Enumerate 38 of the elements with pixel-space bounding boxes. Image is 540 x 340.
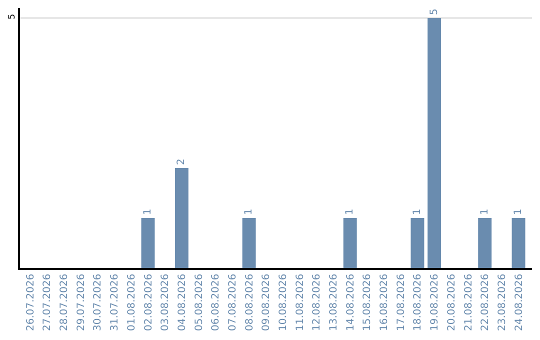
x-tick-label: 21.08.2026 xyxy=(463,274,474,332)
data-label: 1 xyxy=(479,208,490,215)
data-label: 5 xyxy=(428,8,440,15)
x-tick-label: 12.08.2026 xyxy=(312,274,323,332)
x-tick-label: 27.07.2026 xyxy=(42,274,54,332)
data-label: 1 xyxy=(344,208,356,215)
x-tick-label: 15.08.2026 xyxy=(362,274,374,332)
x-tick-label: 08.08.2026 xyxy=(244,274,256,332)
x-tick-label: 02.08.2026 xyxy=(143,274,154,332)
x-tick-label: 01.08.2026 xyxy=(126,274,138,332)
x-tick-label: 23.08.2026 xyxy=(496,274,508,332)
data-label: 2 xyxy=(176,158,188,165)
x-tick-label: 24.08.2026 xyxy=(514,274,525,332)
x-tick-label: 29.07.2026 xyxy=(76,274,87,332)
x-tick-label: 10.08.2026 xyxy=(278,274,289,332)
x-tick-label: 04.08.2026 xyxy=(176,274,188,332)
x-tick-label: 22.08.2026 xyxy=(480,274,492,332)
x-tick-label: 14.08.2026 xyxy=(345,274,356,332)
x-tick-label: 11.08.2026 xyxy=(294,274,306,332)
x-tick-label: 03.08.2026 xyxy=(160,274,172,332)
x-tick-label: 07.08.2026 xyxy=(227,274,238,332)
x-tick-label: 09.08.2026 xyxy=(261,274,272,332)
x-tick-label: 19.08.2026 xyxy=(430,274,441,332)
x-tick-label: 26.07.2026 xyxy=(25,274,36,332)
x-tick-label: 05.08.2026 xyxy=(194,274,205,332)
x-tick-label: 17.08.2026 xyxy=(396,274,407,332)
x-tick-label: 13.08.2026 xyxy=(328,274,340,332)
x-tick-label: 30.07.2026 xyxy=(92,274,104,332)
x-tick-label: 20.08.2026 xyxy=(446,274,458,332)
data-label: 1 xyxy=(513,208,524,215)
x-tick-label: 06.08.2026 xyxy=(210,274,222,332)
x-tick-label: 16.08.2026 xyxy=(379,274,390,332)
x-tick-label: 28.07.2026 xyxy=(59,274,70,332)
x-tick-label: 18.08.2026 xyxy=(412,274,424,332)
x-tick-label: 31.07.2026 xyxy=(110,274,121,332)
data-label: 1 xyxy=(244,208,255,215)
data-label: 1 xyxy=(412,208,423,215)
data-label: 1 xyxy=(142,208,154,215)
